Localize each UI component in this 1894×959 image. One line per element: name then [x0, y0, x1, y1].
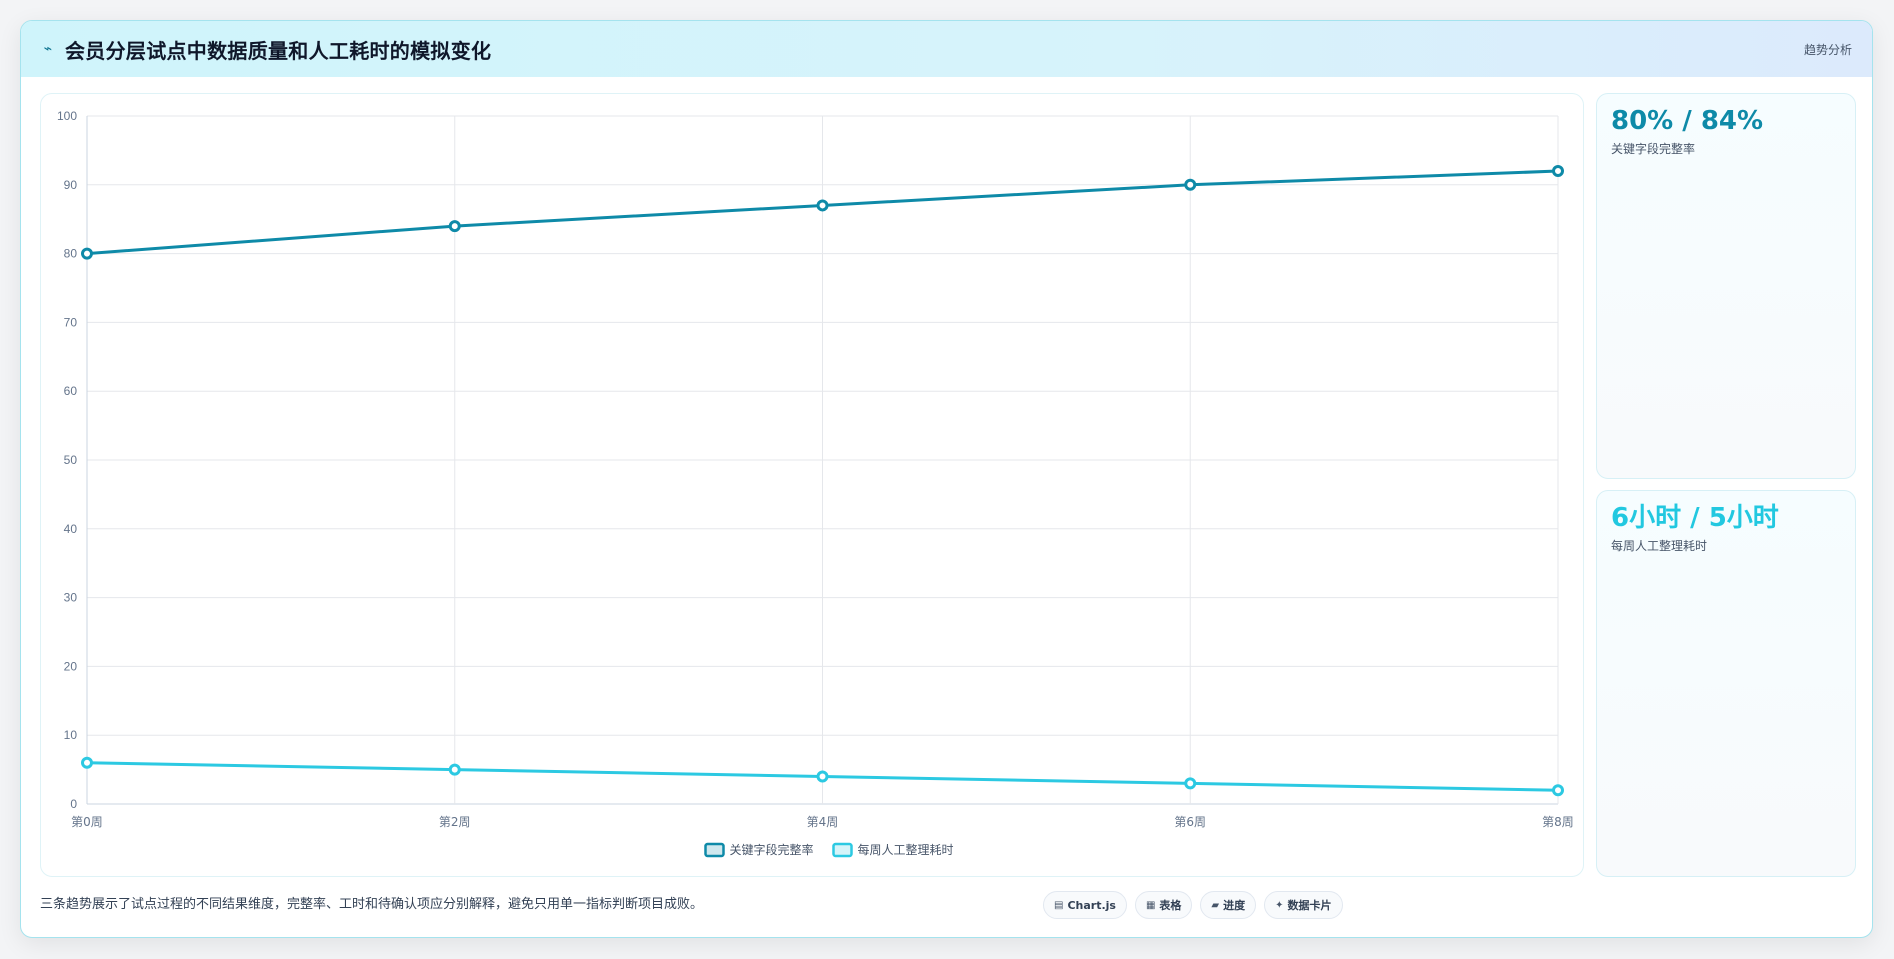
- card-header: ⌁ 会员分层试点中数据质量和人工耗时的模拟变化 趋势分析: [21, 21, 1872, 77]
- x-tick-label: 第8周: [1542, 815, 1574, 829]
- data-point: [81, 756, 93, 769]
- line-chart: 0 10 20 30 40 50 60 70 80 90 100 第0周 第2周 第4周 第6周 第8周关键字…: [57, 109, 1574, 858]
- chip-data-card[interactable]: ✦ 数据卡片: [1264, 891, 1343, 919]
- y-tick-label: 100: [57, 109, 77, 123]
- data-point: [816, 770, 829, 783]
- legend-swatch: [704, 842, 725, 858]
- kpi-card-hours: 6小时 / 5小时 每周人工整理耗时: [1596, 490, 1856, 877]
- y-tick-label: 80: [64, 247, 78, 261]
- kpi-value: 80% / 84%: [1611, 106, 1764, 136]
- data-point: [1552, 165, 1564, 178]
- chart-card: ⌁ 会员分层试点中数据质量和人工耗时的模拟变化 趋势分析 0 10 20 30 40 50…: [20, 20, 1873, 938]
- data-point: [448, 220, 461, 233]
- data-point: [1184, 777, 1197, 790]
- data-point: [1552, 784, 1564, 797]
- chip-label: 数据卡片: [1287, 899, 1332, 912]
- chart-icon: ▤: [1054, 899, 1064, 911]
- y-tick-label: 70: [64, 315, 78, 329]
- title-group: ⌁ 会员分层试点中数据质量和人工耗时的模拟变化: [41, 35, 491, 64]
- legend-swatch: [832, 842, 853, 858]
- tech-chips: ▤ Chart.js ▦ 表格 ▰ 进度 ✦ 数据卡片: [1043, 891, 1343, 919]
- trend-analysis-tag: 趋势分析: [1803, 42, 1852, 57]
- chip-label: 表格: [1159, 899, 1182, 912]
- y-tick-label: 20: [64, 659, 78, 673]
- kpi-card-completeness: 80% / 84% 关键字段完整率: [1596, 93, 1856, 479]
- table-icon: ▦: [1145, 899, 1156, 911]
- data-point: [816, 199, 829, 212]
- chip-progress[interactable]: ▰ 进度: [1200, 891, 1257, 919]
- page-title: 会员分层试点中数据质量和人工耗时的模拟变化: [65, 38, 492, 63]
- kpi-value: 6小时 / 5小时: [1611, 503, 1779, 533]
- chip-label: 进度: [1223, 899, 1246, 912]
- kpi-label: 关键字段完整率: [1611, 142, 1696, 156]
- chip-table[interactable]: ▦ 表格: [1134, 891, 1193, 919]
- y-tick-label: 60: [64, 384, 78, 398]
- y-tick-label: 40: [64, 522, 78, 536]
- data-point: [81, 247, 93, 260]
- chart-panel: 0 10 20 30 40 50 60 70 80 90 100 第0周 第2周 第4周 第6周 第8周关键字…: [40, 93, 1584, 877]
- x-tick-label: 第2周: [439, 815, 471, 829]
- y-tick-label: 50: [64, 453, 78, 467]
- chip-label: Chart.js: [1067, 898, 1116, 912]
- legend-label: 关键字段完整率: [730, 842, 814, 857]
- footer-note: 三条趋势展示了试点过程的不同结果维度，完整率、工时和待确认项应分别解释，避免只用…: [40, 897, 704, 912]
- y-tick-label: 0: [70, 797, 77, 811]
- chart-line-icon: ⌁: [43, 41, 53, 57]
- y-tick-label: 30: [64, 591, 78, 605]
- x-tick-label: 第4周: [807, 815, 839, 829]
- x-tick-label: 第0周: [71, 815, 103, 829]
- data-point: [1184, 178, 1197, 191]
- kpi-label: 每周人工整理耗时: [1611, 539, 1708, 553]
- y-tick-label: 10: [64, 728, 78, 742]
- chip-chartjs[interactable]: ▤ Chart.js: [1043, 891, 1127, 919]
- data-point: [448, 763, 461, 776]
- x-tick-label: 第6周: [1174, 815, 1206, 829]
- legend-label: 每周人工整理耗时: [858, 842, 954, 857]
- progress-icon: ▰: [1211, 899, 1220, 911]
- y-tick-label: 90: [64, 178, 78, 192]
- sparkle-icon: ✦: [1275, 899, 1284, 911]
